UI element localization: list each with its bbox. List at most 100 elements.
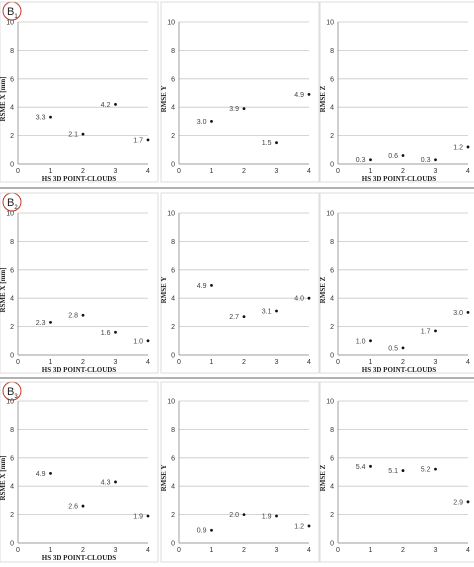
data-point bbox=[81, 504, 85, 508]
x-tick-label: 3 bbox=[114, 168, 118, 175]
x-tick-label: 1 bbox=[210, 547, 214, 554]
y-tick-label: 2 bbox=[10, 133, 14, 140]
y-tick-label: 10 bbox=[326, 399, 334, 406]
y-tick-label: 2 bbox=[171, 512, 175, 519]
y-tick-label: 4 bbox=[10, 484, 14, 491]
data-label: 5.1 bbox=[388, 468, 398, 475]
data-point bbox=[146, 514, 150, 518]
y-tick-label: 4 bbox=[330, 296, 334, 303]
x-tick-label: 4 bbox=[466, 547, 470, 554]
data-point bbox=[114, 330, 117, 334]
y-tick-label: 6 bbox=[330, 455, 334, 462]
data-point bbox=[434, 467, 437, 471]
data-label: 3.0 bbox=[453, 310, 463, 317]
y-tick-label: 4 bbox=[330, 484, 334, 491]
x-tick-label: 3 bbox=[434, 547, 438, 554]
data-label: 1.7 bbox=[133, 137, 143, 144]
x-tick-label: 2 bbox=[242, 547, 246, 554]
x-tick-label: 2 bbox=[401, 168, 405, 175]
x-tick-label: 0 bbox=[16, 359, 20, 366]
y-axis-label: RMSE Y bbox=[160, 465, 168, 492]
y-axis-label: RMSE Z bbox=[319, 464, 327, 491]
data-point bbox=[114, 102, 117, 106]
y-tick-label: 4 bbox=[171, 484, 175, 491]
x-tick-label: 4 bbox=[307, 547, 311, 554]
data-point bbox=[81, 132, 85, 136]
panel-label: B3 bbox=[2, 381, 22, 401]
y-tick-label: 8 bbox=[10, 239, 14, 246]
data-point bbox=[307, 93, 311, 96]
panel-label-text: B1 bbox=[7, 6, 18, 20]
x-tick-label: 3 bbox=[114, 359, 118, 366]
y-tick-label: 0 bbox=[171, 353, 175, 360]
x-tick-label: 4 bbox=[466, 359, 470, 366]
y-tick-label: 6 bbox=[10, 267, 14, 274]
x-tick-label: 0 bbox=[336, 547, 340, 554]
data-point bbox=[210, 528, 213, 532]
x-tick-label: 1 bbox=[369, 359, 373, 366]
data-point bbox=[401, 154, 405, 157]
data-label: 1.0 bbox=[133, 338, 143, 345]
data-point bbox=[242, 513, 246, 516]
data-point bbox=[401, 346, 405, 350]
y-tick-label: 8 bbox=[171, 239, 175, 246]
data-label: 2.1 bbox=[68, 132, 78, 139]
panel-frame bbox=[160, 381, 320, 563]
x-tick-label: 2 bbox=[242, 359, 246, 366]
y-axis-label: RMSE Z bbox=[319, 85, 327, 112]
data-point bbox=[434, 329, 437, 333]
x-tick-label: 1 bbox=[369, 168, 373, 175]
x-tick-label: 0 bbox=[336, 168, 340, 175]
data-label: 2.6 bbox=[68, 504, 78, 511]
x-axis-label: HS 3D POINT-CLOUDS bbox=[42, 175, 117, 183]
data-point bbox=[275, 514, 278, 518]
x-tick-label: 2 bbox=[401, 359, 405, 366]
data-label: 3.3 bbox=[36, 115, 46, 122]
data-label: 3.0 bbox=[197, 119, 207, 126]
y-tick-label: 6 bbox=[171, 267, 175, 274]
data-label: 3.9 bbox=[229, 106, 239, 113]
panel-label: B2 bbox=[2, 192, 22, 212]
data-point bbox=[466, 500, 470, 504]
data-label: 4.3 bbox=[101, 479, 111, 486]
data-label: 5.2 bbox=[421, 467, 431, 474]
x-tick-label: 2 bbox=[81, 168, 85, 175]
y-tick-label: 4 bbox=[10, 296, 14, 303]
panel-frame bbox=[0, 1, 159, 183]
data-point bbox=[275, 309, 278, 313]
data-label: 5.4 bbox=[356, 464, 366, 471]
data-label: 1.9 bbox=[133, 514, 143, 521]
data-label: 2.7 bbox=[229, 314, 239, 321]
y-tick-label: 0 bbox=[330, 162, 334, 169]
data-point bbox=[401, 469, 405, 472]
y-tick-label: 10 bbox=[167, 211, 175, 218]
x-axis-label: HS 3D POINT-CLOUDS bbox=[42, 366, 117, 374]
data-label: 1.7 bbox=[421, 328, 431, 335]
y-tick-label: 8 bbox=[330, 427, 334, 434]
y-tick-label: 0 bbox=[10, 353, 14, 360]
y-tick-label: 8 bbox=[10, 427, 14, 434]
y-tick-label: 2 bbox=[171, 324, 175, 331]
data-point bbox=[242, 315, 246, 319]
x-tick-label: 0 bbox=[177, 359, 181, 366]
data-label: 1.9 bbox=[262, 514, 272, 521]
y-axis-label: RSME X [mm] bbox=[0, 267, 7, 312]
x-axis-label: HS 3D POINT-CLOUDS bbox=[42, 554, 117, 562]
y-tick-label: 6 bbox=[330, 76, 334, 83]
data-point bbox=[369, 339, 372, 343]
data-point bbox=[114, 480, 117, 484]
y-tick-label: 2 bbox=[10, 512, 14, 519]
y-axis-label: RMSE Y bbox=[160, 86, 168, 113]
data-label: 1.2 bbox=[453, 144, 463, 151]
y-tick-label: 6 bbox=[10, 76, 14, 83]
data-label: 4.9 bbox=[36, 471, 46, 478]
y-tick-label: 10 bbox=[326, 211, 334, 218]
data-label: 4.9 bbox=[197, 283, 207, 290]
data-label: 0.5 bbox=[388, 345, 398, 352]
data-label: 1.5 bbox=[262, 140, 272, 147]
y-tick-label: 8 bbox=[171, 427, 175, 434]
